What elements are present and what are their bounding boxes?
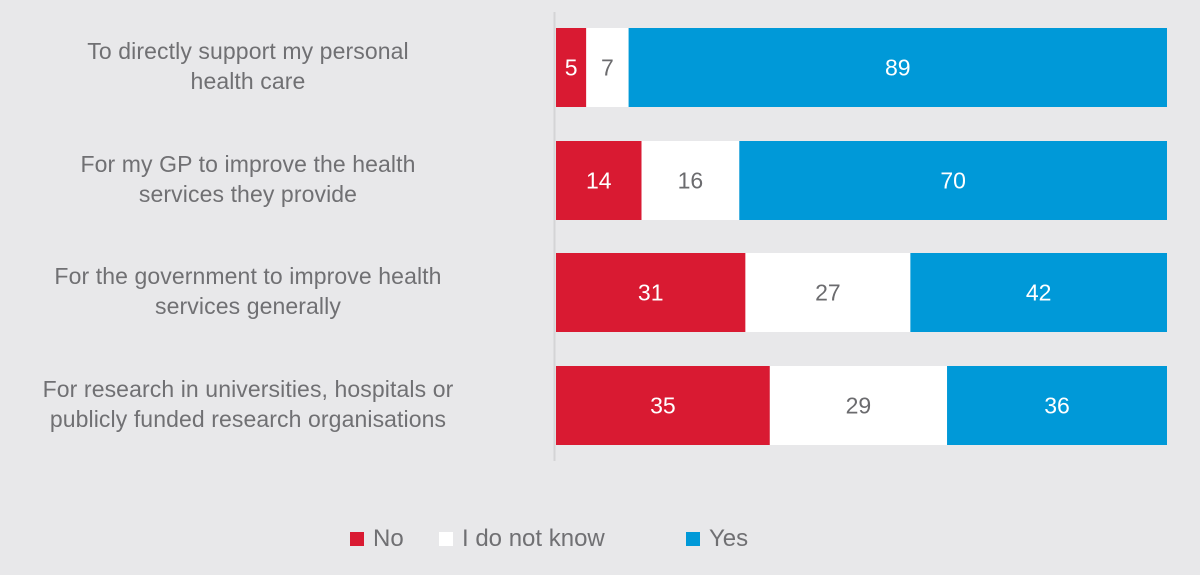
category-label-row-1: To directly support my personal health ca…: [0, 36, 508, 96]
data-label-i-do-not-know-row-3: 27: [815, 280, 841, 306]
bar-no-row-2: [556, 141, 642, 220]
bar-yes-row-3: [910, 253, 1167, 332]
data-label-i-do-not-know-row-4: 29: [846, 393, 872, 419]
category-label-line: services generally: [155, 293, 341, 319]
category-label-line: For my GP to improve the health: [80, 151, 416, 177]
bar-i-do-not-know-row-2: [641, 141, 740, 220]
legend: No I do not know Yes: [0, 522, 1200, 556]
legend-swatch-yes: [686, 532, 700, 546]
bar-yes-row-1: [628, 28, 1167, 107]
category-label-line: For research in universities, hospitals …: [42, 376, 454, 402]
bar-no-row-3: [556, 253, 746, 332]
bar-no-row-4: [556, 366, 770, 445]
data-label-yes-row-2: 70: [940, 168, 966, 194]
bar-i-do-not-know-row-1: [586, 28, 629, 107]
bar-i-do-not-know-row-4: [769, 366, 948, 445]
category-label-row-4: For research in universities, hospitals …: [0, 374, 508, 434]
category-label-line: For the government to improve health: [54, 263, 442, 289]
data-label-no-row-4: 35: [650, 393, 676, 419]
category-label-line: publicly funded research organisations: [49, 406, 447, 432]
legend-item-dont-know: I do not know: [439, 522, 605, 556]
category-label-row-3: For the government to improve health serv…: [0, 261, 508, 321]
legend-item-no: No: [350, 522, 404, 556]
data-label-i-do-not-know-row-1: 7: [601, 55, 614, 81]
bar-i-do-not-know-row-3: [745, 253, 911, 332]
data-label-i-do-not-know-row-2: 16: [678, 168, 704, 194]
legend-label-no: No: [373, 525, 404, 552]
data-label-yes-row-1: 89: [885, 55, 911, 81]
bars-group: 5 7 89 14 16 70 31 27 42 35 29 36: [556, 28, 1167, 445]
legend-label-dont-know: I do not know: [462, 525, 605, 552]
data-label-no-row-1: 5: [565, 55, 578, 81]
legend-item-yes: Yes: [686, 522, 748, 556]
data-label-no-row-2: 14: [586, 168, 612, 194]
data-label-no-row-3: 31: [638, 280, 664, 306]
category-label-row-2: For my GP to improve the health services …: [0, 149, 508, 209]
legend-swatch-no: [350, 532, 364, 546]
bar-yes-row-4: [947, 366, 1167, 445]
legend-swatch-dont-know: [439, 532, 453, 546]
bar-yes-row-2: [739, 141, 1167, 220]
bar-no-row-1: [556, 28, 587, 107]
category-label-line: services they provide: [138, 181, 358, 207]
category-label-line: health care: [190, 68, 306, 94]
legend-label-yes: Yes: [709, 525, 749, 552]
category-label-line: To directly support my personal: [87, 38, 409, 64]
data-label-yes-row-4: 36: [1044, 393, 1070, 419]
data-label-yes-row-3: 42: [1026, 280, 1052, 306]
